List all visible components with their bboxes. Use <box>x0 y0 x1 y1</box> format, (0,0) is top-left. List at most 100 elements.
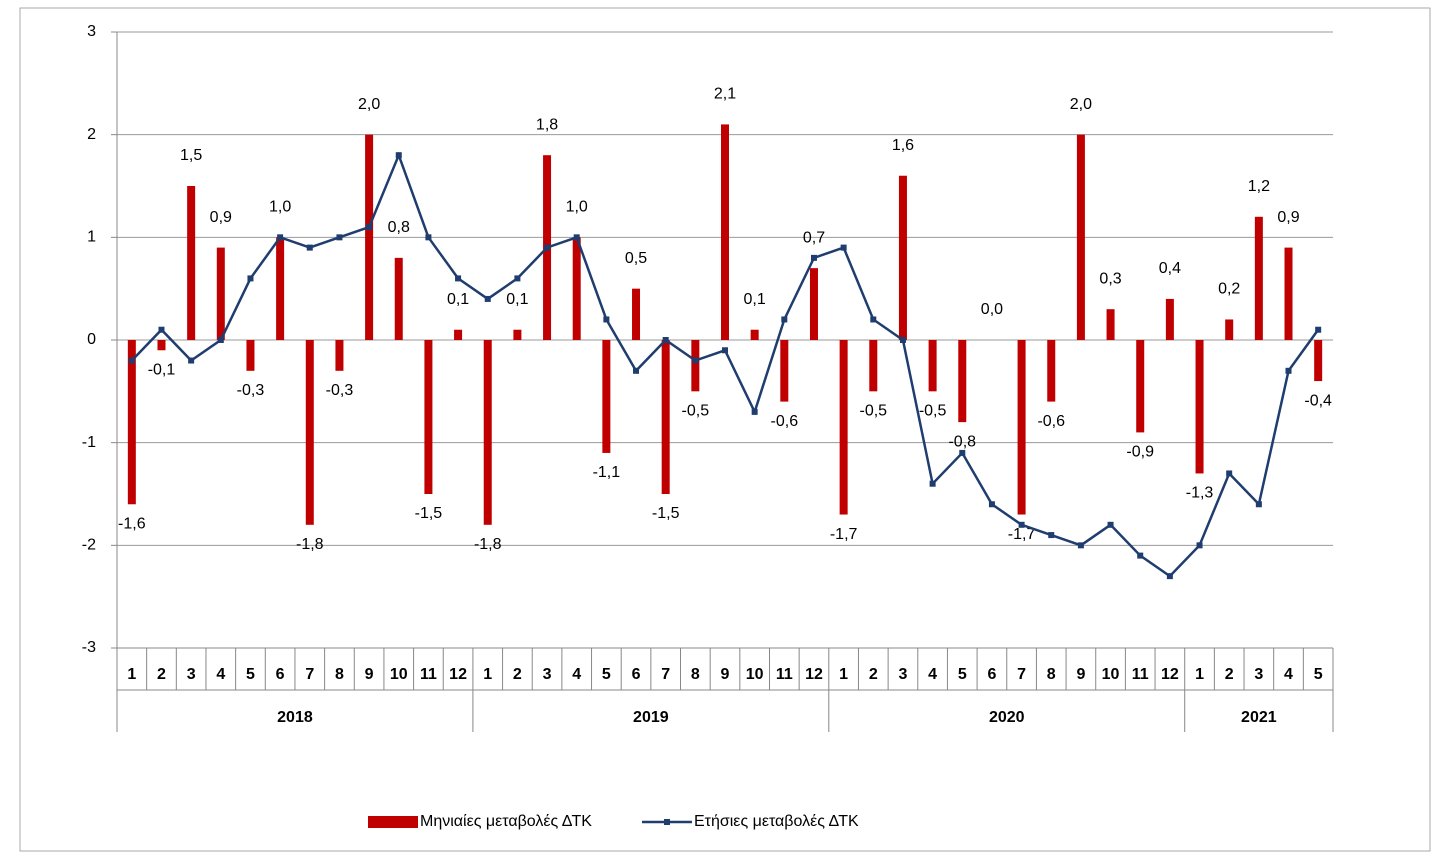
data-label: 0,9 <box>1277 209 1299 226</box>
data-label: -0,5 <box>919 403 947 420</box>
bar <box>276 237 285 340</box>
data-label: -0,4 <box>1304 392 1332 409</box>
x-tick-label: 3 <box>898 666 907 683</box>
x-tick-label: 7 <box>305 666 314 683</box>
data-label: 0,3 <box>1099 270 1121 287</box>
bar <box>1284 247 1293 340</box>
data-label: 1,6 <box>892 137 914 154</box>
data-label: -1,5 <box>415 505 443 522</box>
x-tick-label: 2 <box>157 666 166 683</box>
line-marker <box>128 357 135 364</box>
x-tick-label: 6 <box>276 666 285 683</box>
data-label: 0,1 <box>506 291 528 308</box>
data-label: 2,0 <box>1070 96 1092 113</box>
line-marker <box>988 501 995 508</box>
x-tick-label: 10 <box>746 666 764 683</box>
line-marker <box>217 337 224 343</box>
data-label: -1,8 <box>296 536 324 553</box>
bar <box>839 340 848 515</box>
y-tick-label: 1 <box>87 229 96 246</box>
x-tick-label: 4 <box>572 666 581 683</box>
legend-swatch <box>368 816 418 828</box>
line-marker <box>1048 532 1055 539</box>
x-tick-label: 10 <box>390 666 408 683</box>
bar <box>513 329 522 340</box>
x-tick-label: 8 <box>691 666 700 683</box>
bar <box>809 268 818 340</box>
line-marker <box>1255 501 1262 508</box>
x-tick-label: 5 <box>958 666 967 683</box>
bar <box>305 340 314 525</box>
x-tick-label: 7 <box>661 666 670 683</box>
data-label: -0,3 <box>326 382 354 399</box>
legend-label: Ετήσιες μεταβολές ΔΤΚ <box>694 813 859 830</box>
x-tick-label: 1 <box>483 666 492 683</box>
data-label: -0,5 <box>860 403 888 420</box>
line-marker <box>188 357 195 364</box>
bar <box>721 124 729 341</box>
data-label: -1,8 <box>474 536 502 553</box>
bar <box>335 340 344 371</box>
bar <box>187 186 196 340</box>
data-label: 2,0 <box>358 96 380 113</box>
x-tick-label: 6 <box>632 666 641 683</box>
data-label: -0,6 <box>771 413 799 430</box>
x-tick-label: 3 <box>1254 666 1263 683</box>
data-label: 1,0 <box>566 199 588 216</box>
bar <box>898 175 907 340</box>
line-marker <box>899 337 906 343</box>
data-label: 0,7 <box>803 229 825 246</box>
y-tick-label: 2 <box>87 126 96 143</box>
x-tick-label: 5 <box>1314 666 1323 683</box>
bar <box>157 340 166 351</box>
line-marker <box>959 449 966 456</box>
bar <box>1047 340 1056 402</box>
x-tick-label: 11 <box>420 666 437 683</box>
data-label: 0,5 <box>625 250 647 267</box>
data-label: -1,7 <box>1008 526 1036 543</box>
bar <box>632 288 641 340</box>
data-label: -1,6 <box>118 515 146 532</box>
x-tick-label: 2 <box>513 666 522 683</box>
bar <box>750 329 759 340</box>
line-marker <box>395 152 402 159</box>
line-marker <box>514 275 521 282</box>
x-tick-label: 4 <box>928 666 937 683</box>
data-label: -0,6 <box>1037 413 1065 430</box>
x-tick-label: 12 <box>449 666 467 683</box>
line-marker <box>692 357 699 364</box>
data-label: 0,4 <box>1159 260 1181 277</box>
legend-label: Μηνιαίες μεταβολές ΔΤΚ <box>420 813 592 830</box>
x-tick-label: 2 <box>869 666 878 683</box>
x-tick-label: 8 <box>1047 666 1056 683</box>
line-marker <box>484 295 491 302</box>
line-marker <box>1137 552 1144 559</box>
x-tick-label: 2 <box>1225 666 1234 683</box>
line-marker <box>929 480 936 487</box>
y-tick-label: 3 <box>87 23 96 40</box>
line-marker <box>247 275 254 282</box>
line-marker <box>336 234 343 241</box>
line-marker <box>633 367 640 374</box>
bar <box>216 247 225 340</box>
line-marker <box>1226 470 1233 477</box>
x-tick-label: 11 <box>776 666 793 683</box>
x-tick-label: 3 <box>543 666 552 683</box>
bar <box>1225 319 1234 340</box>
bar <box>394 257 403 340</box>
bar <box>661 340 670 494</box>
bar <box>246 340 255 371</box>
data-label: 0,2 <box>1218 281 1240 298</box>
y-tick-label: -3 <box>82 639 96 656</box>
line-marker <box>158 326 165 333</box>
line-marker <box>277 234 284 241</box>
x-tick-label: 5 <box>602 666 611 683</box>
group-label: 2021 <box>1241 709 1277 726</box>
line-marker <box>1315 326 1322 333</box>
x-tick-label: 1 <box>839 666 848 683</box>
data-label: -0,8 <box>948 433 976 450</box>
group-label: 2018 <box>277 709 313 726</box>
data-label: 1,0 <box>269 199 291 216</box>
bar <box>127 340 136 505</box>
group-label: 2020 <box>989 709 1025 726</box>
